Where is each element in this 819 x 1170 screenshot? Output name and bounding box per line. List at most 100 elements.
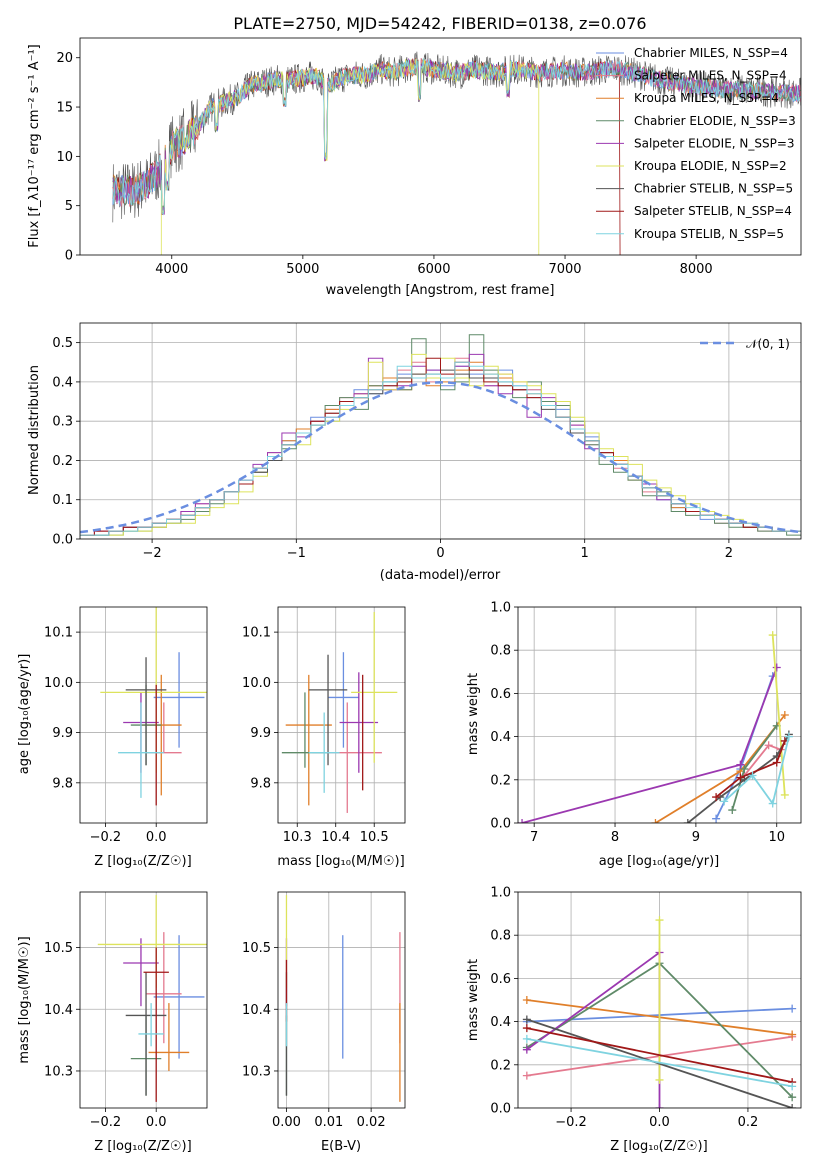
y-tick-label: 0.6 xyxy=(490,687,511,702)
y-tick-label: 0.4 xyxy=(490,1015,511,1030)
x-tick-label: 1 xyxy=(581,546,589,561)
y-tick-label: 10 xyxy=(56,150,73,165)
x-tick-label: 10.3 xyxy=(283,830,312,845)
y-tick-label: 10.5 xyxy=(44,941,73,956)
x-tick-label: 0 xyxy=(436,546,444,561)
weight-point xyxy=(522,1034,531,1043)
weight-point xyxy=(522,1015,531,1024)
weight-point xyxy=(522,1024,531,1033)
legend-label: Chabrier MILES, N_SSP=4 xyxy=(634,46,788,60)
z_age-plot-area xyxy=(80,607,207,823)
z_mass-plot-area xyxy=(80,892,207,1108)
mass-age-plot: 10.3 10.4 10.5 9.8 9.9 10.0 10.1 xyxy=(242,606,406,845)
ebv-mass-plot: 0.00 0.01 0.02 10.3 10.4 10.5 xyxy=(242,891,406,1130)
spectrum-panel: PLATE=2750, MJD=54242, FIBERID=0138, z=0… xyxy=(27,14,802,298)
legend-label: Kroupa STELIB, N_SSP=5 xyxy=(634,227,784,241)
weight-point xyxy=(780,711,789,719)
weight-point xyxy=(522,1045,531,1054)
residuals-plot-area xyxy=(80,323,801,539)
axes-frame xyxy=(517,891,802,1109)
weight-point xyxy=(788,1104,797,1108)
x-tick-label: −0.2 xyxy=(90,830,122,845)
y-tick-label: 20 xyxy=(56,51,73,66)
weight-point xyxy=(518,819,527,823)
spectrum-plot-area xyxy=(112,51,801,255)
z-age-ylabel: age [log₁₀(age/yr)] xyxy=(17,654,32,775)
spectrum-xlabel: wavelength [Angstrom, rest frame] xyxy=(326,283,555,298)
x-tick-label: 10.4 xyxy=(321,830,350,845)
residual-ylabel: Normed distribution xyxy=(27,365,42,495)
weight-line-kroupa-stelib xyxy=(526,1038,793,1088)
y-tick-label: 9.8 xyxy=(250,776,271,791)
weight-point xyxy=(522,996,531,1004)
weight-point xyxy=(655,1104,664,1108)
weight-line-salpeter-stelib xyxy=(526,1027,793,1083)
axes-frame xyxy=(277,606,406,824)
y-tick-label: 1.0 xyxy=(490,886,511,901)
weight-line-chabrier-stelib xyxy=(526,1018,793,1108)
ebv-mass-xlabel: E(B-V) xyxy=(321,1139,361,1154)
histogram-kroupa-elodie xyxy=(80,353,801,539)
y-tick-label: 0.3 xyxy=(52,415,73,430)
x-tick-label: 4000 xyxy=(155,262,188,277)
y-tick-label: 10.4 xyxy=(242,1003,271,1018)
y-tick-label: 10.0 xyxy=(242,676,271,691)
weight-point xyxy=(736,760,745,769)
x-tick-label: 8 xyxy=(611,830,619,845)
x-tick-label: 7 xyxy=(530,830,538,845)
y-tick-label: 1.0 xyxy=(490,601,511,616)
y-tick-label: 9.9 xyxy=(250,726,271,741)
x-tick-label: 0.02 xyxy=(357,1115,386,1130)
weight-line-kroupa-stelib xyxy=(723,736,790,806)
weight-point xyxy=(768,631,777,640)
age-weight-panel: 7 8 9 10 0.0 0.2 0.4 0.6 0.8 1.0 age [log₁₀(age/y… xyxy=(466,601,802,869)
weight-point xyxy=(728,806,737,815)
weight-point xyxy=(784,732,793,741)
legend-label: Chabrier ELODIE, N_SSP=3 xyxy=(634,114,796,128)
y-tick-label: 10.1 xyxy=(44,626,73,641)
y-tick-label: 0.4 xyxy=(490,730,511,745)
spectrum-line-salpeter-stelib xyxy=(112,57,621,255)
weight-point xyxy=(772,758,781,767)
y-tick-label: 10.5 xyxy=(242,941,271,956)
y-tick-label: 0.5 xyxy=(52,336,73,351)
legend-label: 𝒩(0, 1) xyxy=(746,337,790,351)
spectrum-ylabel: Flux [f_λ10⁻¹⁷ erg cm⁻² s⁻¹ A⁻¹] xyxy=(27,44,42,248)
x-tick-label: −2 xyxy=(143,546,162,561)
spectrum-line-kroupa-stelib xyxy=(112,58,801,216)
z-age-panel: −0.2 0.0 9.8 9.9 10.0 10.1 Z [log₁₀(Z/Z☉)] ag… xyxy=(17,606,208,869)
axes-frame xyxy=(79,37,802,256)
x-tick-label: 10 xyxy=(768,830,785,845)
z-weight-xlabel: Z [log₁₀(Z/Z☉)] xyxy=(610,1139,707,1154)
weight-point xyxy=(712,793,721,802)
y-tick-label: 0.2 xyxy=(490,1058,511,1073)
age_weight-plot-area xyxy=(518,607,801,823)
weight-point xyxy=(780,790,789,799)
weight-point xyxy=(720,797,729,806)
age-weight-xlabel: age [log₁₀(age/yr)] xyxy=(599,854,720,869)
weight-point xyxy=(788,1030,797,1039)
weight-line-salpeter-stelib xyxy=(715,740,786,798)
weight-point xyxy=(736,773,745,782)
y-tick-label: 0 xyxy=(65,249,73,264)
axes-frame xyxy=(517,606,802,824)
y-tick-label: 0.8 xyxy=(490,644,511,659)
weight-point xyxy=(655,916,664,925)
y-tick-label: 10.0 xyxy=(44,676,73,691)
x-tick-label: 6000 xyxy=(417,262,450,277)
weight-point xyxy=(522,1071,531,1080)
x-tick-label: 7000 xyxy=(548,262,581,277)
ebv_mass-plot-area xyxy=(278,892,405,1108)
y-tick-label: 9.9 xyxy=(52,726,73,741)
x-tick-label: 0.0 xyxy=(649,1115,670,1130)
z-mass-ylabel: mass [log₁₀(M/M☉)] xyxy=(17,936,32,1063)
y-tick-label: 0.0 xyxy=(52,533,73,548)
weight-point xyxy=(712,814,721,823)
legend-label: Kroupa ELODIE, N_SSP=2 xyxy=(634,159,787,173)
weight-point xyxy=(683,819,692,823)
mass_age-plot-area xyxy=(278,607,405,823)
axes-frame xyxy=(79,606,208,824)
x-tick-label: 0.2 xyxy=(738,1115,759,1130)
y-tick-label: 10.4 xyxy=(44,1003,73,1018)
